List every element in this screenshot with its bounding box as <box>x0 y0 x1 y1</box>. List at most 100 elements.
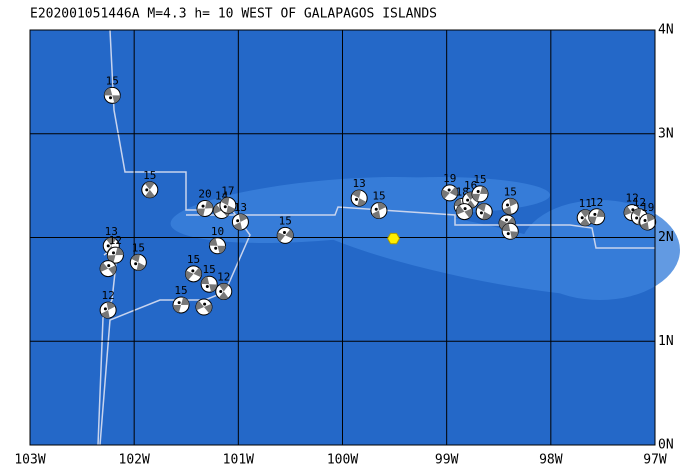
beachball-quadrant <box>226 205 236 214</box>
beachball-quadrant <box>233 221 243 230</box>
beachball-quadrant <box>136 262 146 271</box>
depth-label: 19 <box>641 201 654 214</box>
y-tick-label: 4N <box>658 23 674 38</box>
beachball-quadrant <box>477 203 487 212</box>
beachball-quadrant <box>480 186 488 194</box>
focal-mechanism <box>215 282 233 300</box>
beachball-quadrant <box>104 87 113 96</box>
beachball-quadrant <box>107 255 116 263</box>
beachball-quadrant <box>201 276 210 285</box>
depth-label: 15 <box>187 253 200 266</box>
focal-mechanism <box>231 213 249 231</box>
beachball-axis <box>203 302 207 306</box>
beachball-quadrant <box>371 210 381 219</box>
beachball-axis <box>219 289 223 293</box>
depth-label: 10 <box>211 225 224 238</box>
focal-mechanism <box>219 196 237 214</box>
beachball-axis <box>504 218 508 222</box>
beachball-quadrant <box>646 213 656 222</box>
focal-mechanism <box>172 296 190 314</box>
focal-mechanism <box>195 298 213 316</box>
beachball-quadrant <box>277 232 286 242</box>
beachball-quadrant <box>449 186 458 197</box>
beachball-quadrant <box>197 208 205 217</box>
beachball-quadrant <box>193 267 202 278</box>
focal-mechanism <box>106 246 124 264</box>
y-tick-label: 1N <box>658 334 674 349</box>
beachball-quadrant <box>377 202 387 211</box>
depth-label: 12 <box>109 234 122 247</box>
beachball-quadrant <box>218 283 229 292</box>
beachball-axis <box>354 197 358 201</box>
beachball-quadrant <box>213 204 222 214</box>
focal-mechanism <box>441 184 459 202</box>
depth-label: 17 <box>221 184 234 197</box>
beachball-quadrant <box>502 223 511 232</box>
depth-label: 12 <box>625 192 638 205</box>
beachball-quadrant <box>106 237 117 246</box>
beachball-axis <box>374 207 378 211</box>
beachball-quadrant <box>441 189 450 199</box>
beachball-axis <box>103 307 107 311</box>
focal-mechanism <box>185 265 203 283</box>
beachball-axis <box>205 285 209 289</box>
beachball-quadrant <box>464 208 473 218</box>
map-title: E202001051446A M=4.3 h= 10 WEST OF GALAP… <box>30 7 437 22</box>
depth-label: 12 <box>590 196 603 209</box>
focal-mechanism <box>350 189 368 207</box>
beachball-quadrant <box>624 206 633 216</box>
depth-label: 20 <box>198 187 211 200</box>
beachball-quadrant <box>220 197 230 206</box>
beachball-quadrant <box>131 254 140 263</box>
beachball-axis <box>145 188 149 192</box>
focal-mechanism <box>99 301 117 319</box>
beachball-axis <box>580 216 584 220</box>
beachball-quadrant <box>218 291 229 300</box>
beachball-axis <box>177 301 181 305</box>
x-tick-label: 103W <box>14 453 45 468</box>
focal-mechanism <box>455 203 473 221</box>
beachball-quadrant <box>640 221 649 230</box>
beachball-quadrant <box>209 238 218 246</box>
focal-mechanism <box>471 185 489 203</box>
beachball-quadrant <box>502 206 512 215</box>
beachball-axis <box>111 251 115 255</box>
beachball-axis <box>506 232 510 236</box>
beachball-quadrant <box>145 189 155 198</box>
beachball-quadrant <box>238 213 248 222</box>
beachball-axis <box>191 269 195 273</box>
beachball-axis <box>463 207 467 211</box>
focal-mechanism <box>588 208 606 226</box>
x-tick-label: 102W <box>119 453 150 468</box>
focal-mechanism <box>103 86 121 104</box>
focal-mechanism <box>209 237 226 255</box>
depth-label: 15 <box>106 74 119 87</box>
beachball-quadrant <box>499 219 508 229</box>
beachball-quadrant <box>508 198 518 207</box>
beachball-quadrant <box>456 205 465 215</box>
beachball-axis <box>107 264 111 268</box>
x-tick-label: 100W <box>327 453 358 468</box>
depth-label: 15 <box>372 190 385 203</box>
focal-mechanism <box>200 275 218 293</box>
beachball-quadrant <box>112 95 121 104</box>
focal-mechanism <box>501 222 519 240</box>
depth-label: 15 <box>279 214 292 227</box>
beachball-quadrant <box>510 231 519 240</box>
depth-label: 13 <box>353 177 366 190</box>
focal-mechanism <box>129 253 147 271</box>
depth-label: 15 <box>132 241 145 254</box>
depth-label: 15 <box>143 169 156 182</box>
beachball-quadrant <box>203 303 212 314</box>
beachball-axis <box>201 204 205 208</box>
depth-label: 15 <box>203 263 216 276</box>
beachball-axis <box>282 231 286 235</box>
beachball-quadrant <box>100 262 109 272</box>
beachball-quadrant <box>352 190 361 199</box>
y-tick-label: 2N <box>658 230 674 245</box>
beachball-quadrant <box>285 229 294 239</box>
depth-label: 13 <box>105 225 118 238</box>
depth-label: 19 <box>443 172 456 185</box>
focal-mechanism <box>196 199 214 217</box>
depth-label: 12 <box>102 289 115 302</box>
